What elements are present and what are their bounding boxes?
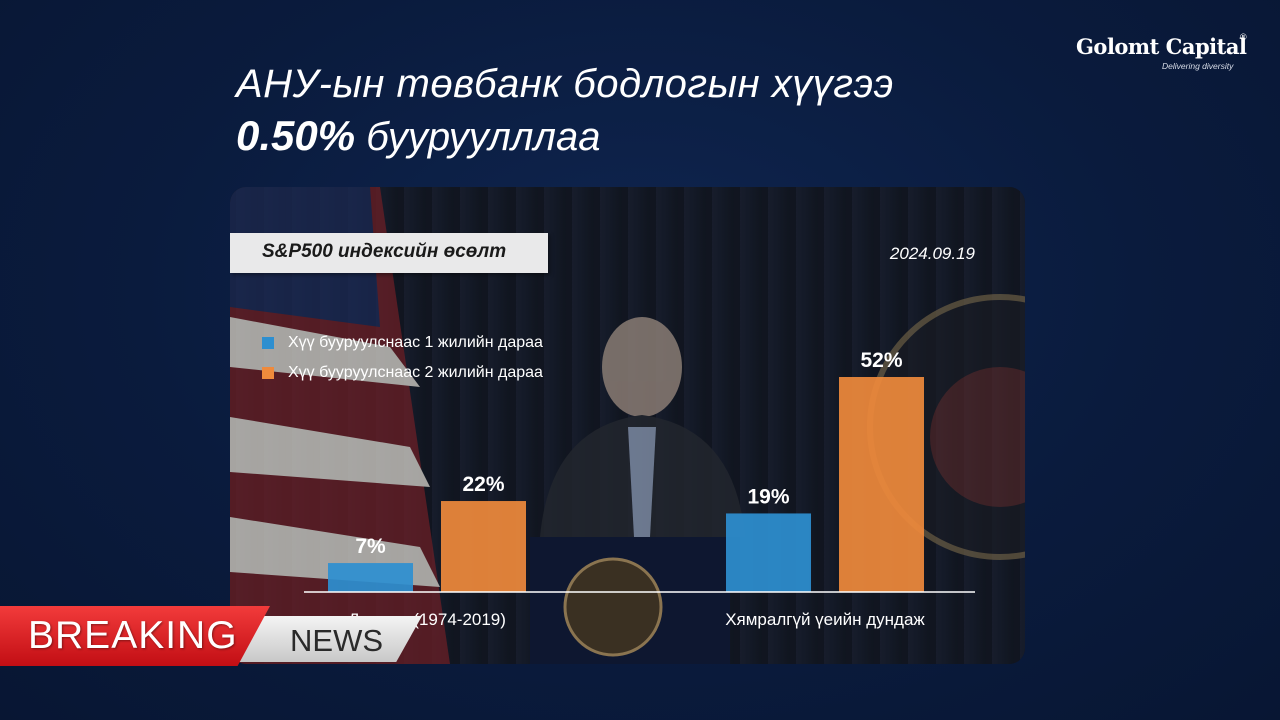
chart-date: 2024.09.19 — [889, 244, 975, 263]
logo-name: Golomt Capital — [1076, 34, 1247, 59]
data-label-2-series-2: 52% — [860, 349, 902, 372]
breaking-plate: BREAKING — [0, 606, 270, 666]
headline-line-2-rest: бууруулллаа — [355, 115, 601, 159]
flag-shape — [230, 187, 450, 664]
bar-1-series-1 — [328, 563, 413, 592]
bar-1-series-2 — [441, 501, 526, 592]
legend-swatch-series-2 — [262, 367, 274, 379]
headline-highlight: 0.50% — [236, 112, 356, 159]
logo-registered-mark: ® — [1240, 32, 1247, 42]
news-label: NEWS — [290, 623, 383, 658]
legend-label-series-1: Хүү бууруулснаас 1 жилийн дараа — [288, 334, 543, 351]
breaking-label: BREAKING — [28, 614, 238, 657]
breaking-news-banner: NEWS BREAKING — [0, 606, 430, 666]
bar-2-series-1 — [726, 513, 811, 592]
chart-card: 7% 22% Дундаж (1974-2019) 19% 52% Хямралгүй ү… — [230, 187, 1025, 664]
category-label-2: Хямралгүй үеийн дундаж — [725, 610, 925, 629]
legend-item-series-1: Хүү бууруулснаас 1 жилийн дараа — [262, 328, 543, 358]
legend-label-series-2: Хүү бууруулснаас 2 жилийн дараа — [288, 364, 543, 381]
speaker-silhouette — [540, 317, 745, 537]
news-plate: NEWS — [238, 616, 422, 662]
logo-tagline: Delivering diversity — [1162, 61, 1234, 71]
golomt-capital-logo: Golomt Capital ® Delivering diversity — [1076, 32, 1248, 78]
podium-shape — [530, 537, 730, 664]
bar-chart: 7%22%Дундаж (1974-2019)19%52%Хямралгүй ү… — [328, 349, 925, 629]
data-label-1-series-1: 7% — [355, 535, 386, 558]
headline-line-1: АНУ-ын төвбанк бодлогын хүүгээ — [236, 62, 894, 106]
headline: АНУ-ын төвбанк бодлогын хүүгээ 0.50% буу… — [236, 58, 894, 163]
legend-item-series-2: Хүү бууруулснаас 2 жилийн дараа — [262, 358, 543, 388]
legend-swatch-series-1 — [262, 337, 274, 349]
data-label-1-series-2: 22% — [462, 473, 504, 496]
headline-line-2: 0.50% бууруулллаа — [236, 110, 894, 163]
bar-2-series-2 — [839, 377, 924, 592]
press-conference-photo-background: 7%22%Дундаж (1974-2019)19%52%Хямралгүй ү… — [230, 187, 1025, 664]
chart-legend: Хүү бууруулснаас 1 жилийн дараа Хүү буур… — [262, 328, 543, 388]
data-label-2-series-1: 19% — [747, 485, 789, 508]
chart-title-box: S&P500 индексийн өсөлт — [230, 233, 548, 273]
chart-title: S&P500 индексийн өсөлт — [262, 241, 507, 262]
